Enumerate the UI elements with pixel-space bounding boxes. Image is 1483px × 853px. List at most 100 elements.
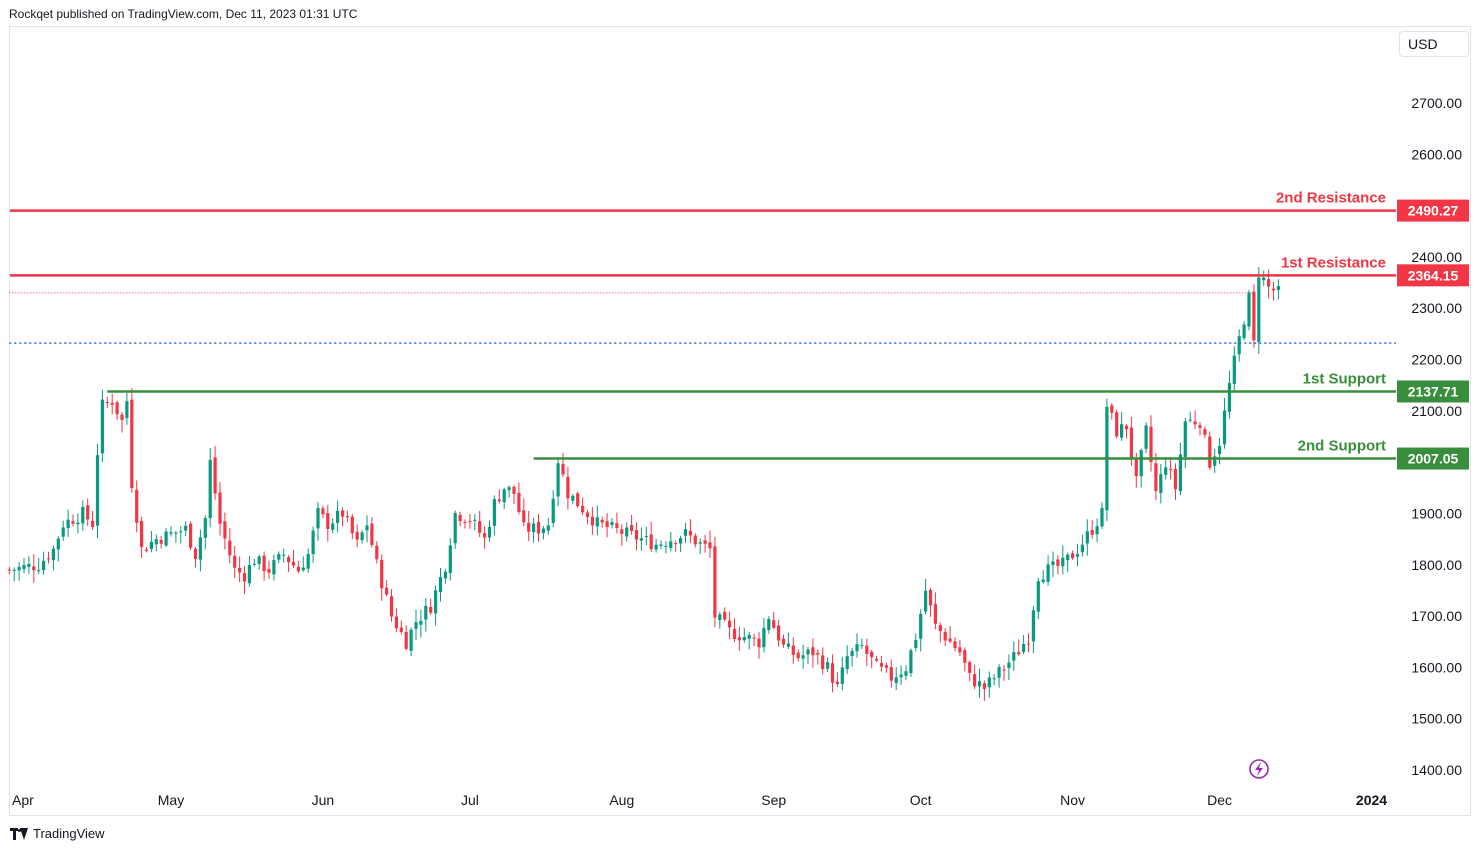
candle: [277, 551, 281, 564]
candle: [1100, 502, 1104, 529]
candle: [262, 551, 266, 581]
candle: [1208, 431, 1212, 470]
candle-body: [1090, 530, 1094, 535]
candle: [345, 510, 349, 523]
candle-body: [830, 663, 835, 683]
candle: [61, 520, 65, 541]
candle: [409, 627, 413, 656]
currency-selector[interactable]: USD: [1399, 31, 1469, 57]
candle: [1193, 410, 1197, 430]
candle: [1105, 398, 1109, 522]
candle: [238, 556, 242, 583]
candle-body: [1193, 421, 1197, 425]
2nd-support-label: 2nd Support: [1298, 438, 1386, 455]
candle-body: [1232, 355, 1236, 384]
candle-body: [1198, 425, 1202, 429]
candle-body: [502, 489, 506, 503]
candle: [478, 510, 482, 538]
x-tick-label: Jul: [461, 792, 479, 808]
candle-body: [1061, 557, 1065, 567]
candle: [767, 616, 771, 634]
candle: [184, 521, 188, 537]
candle: [218, 482, 222, 536]
candle: [693, 533, 697, 548]
candle: [242, 566, 247, 595]
candle: [992, 674, 996, 686]
candle: [742, 627, 746, 643]
publisher-line: Rockqet published on TradingView.com, De…: [9, 7, 358, 21]
lightning-icon[interactable]: [1249, 759, 1269, 779]
candle-body: [1188, 419, 1192, 421]
candle: [845, 645, 849, 674]
candle: [777, 619, 781, 647]
candle-body: [429, 606, 433, 613]
candle-body: [399, 627, 403, 632]
candle-body: [1066, 554, 1070, 561]
candle-body: [693, 535, 697, 545]
1st-support-price-label: 2137.71: [1408, 383, 1459, 399]
candle: [561, 452, 565, 477]
candle: [674, 540, 678, 552]
candle-body: [1056, 559, 1060, 566]
candle: [95, 443, 100, 539]
candle-body: [473, 519, 477, 521]
candle: [1213, 448, 1217, 474]
candle-body: [742, 637, 746, 641]
x-tick-label: Dec: [1207, 792, 1232, 808]
candle: [213, 445, 217, 500]
candle: [1173, 463, 1178, 501]
candle: [321, 505, 325, 519]
candle: [772, 612, 776, 630]
candle-body: [801, 655, 805, 659]
candle-body: [27, 564, 31, 567]
y-tick-label: 2600.00: [1411, 146, 1462, 162]
candle-body: [855, 644, 859, 652]
candle-body: [164, 531, 168, 546]
candle: [933, 592, 937, 630]
candle-body: [37, 570, 41, 572]
candle: [987, 671, 991, 698]
candle-body: [845, 656, 849, 670]
candle: [811, 638, 815, 668]
candle-body: [350, 516, 354, 534]
candle: [943, 628, 947, 646]
candle: [1080, 534, 1084, 557]
x-tick-label: Apr: [12, 792, 34, 808]
candle: [326, 504, 330, 542]
candle-body: [992, 678, 996, 680]
candle: [507, 485, 511, 498]
candle-body: [1139, 450, 1143, 477]
candle: [306, 548, 310, 573]
candle-body: [198, 537, 202, 560]
candle-body: [110, 402, 114, 405]
candle-body: [1267, 279, 1271, 287]
footer-brand[interactable]: TradingView: [10, 826, 105, 841]
candle-body: [311, 530, 315, 555]
candle-body: [938, 625, 942, 632]
candle: [1262, 270, 1266, 286]
candle-body: [777, 625, 781, 641]
candle-body: [654, 544, 658, 550]
candle-body: [154, 539, 158, 545]
candle-body: [1164, 467, 1168, 475]
candle-body: [1124, 425, 1129, 430]
2nd-resistance-label: 2nd Resistance: [1276, 190, 1386, 207]
candle: [826, 657, 830, 673]
candle-body: [370, 523, 374, 545]
candle-body: [708, 542, 712, 549]
candle: [1271, 281, 1276, 301]
candle: [879, 656, 884, 672]
candle-body: [698, 542, 702, 544]
candle: [1066, 552, 1070, 573]
candle-body: [458, 514, 462, 522]
candle: [532, 517, 536, 543]
candle: [576, 491, 580, 508]
y-tick-label: 2100.00: [1411, 403, 1462, 419]
candle: [1178, 442, 1182, 496]
candle: [458, 511, 462, 527]
candle: [605, 513, 609, 538]
candle: [649, 521, 653, 552]
candle: [522, 498, 526, 527]
candle-body: [728, 620, 732, 628]
